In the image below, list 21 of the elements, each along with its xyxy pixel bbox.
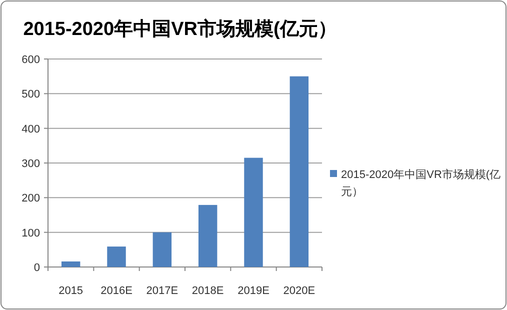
chart-title: 2015-2020年中国VR市场规模(亿元）: [23, 18, 337, 40]
bar: [152, 232, 172, 267]
y-tick-label: 0: [34, 262, 40, 274]
y-tick-label: 400: [22, 123, 40, 136]
bar: [61, 261, 80, 267]
x-tick-label: 2019E: [238, 285, 270, 297]
y-tick-label: 600: [22, 54, 40, 66]
bar: [244, 158, 263, 267]
bar: [290, 76, 309, 267]
y-tick-label: 200: [22, 192, 40, 205]
bar: [198, 204, 218, 267]
x-tick-label: 2016E: [100, 285, 132, 297]
y-tick-label: 500: [22, 88, 40, 101]
bar: [107, 246, 126, 267]
y-tick-label: 300: [22, 158, 40, 170]
x-tick-label: 2015: [58, 285, 84, 297]
x-tick-label: 2018E: [192, 285, 224, 297]
x-tick-label: 2017E: [146, 285, 178, 297]
x-tick-label: 2020E: [283, 285, 316, 297]
legend-label: 2015-2020年中国VR市场规模(亿元）: [341, 168, 501, 198]
y-tick-label: 100: [22, 227, 40, 240]
